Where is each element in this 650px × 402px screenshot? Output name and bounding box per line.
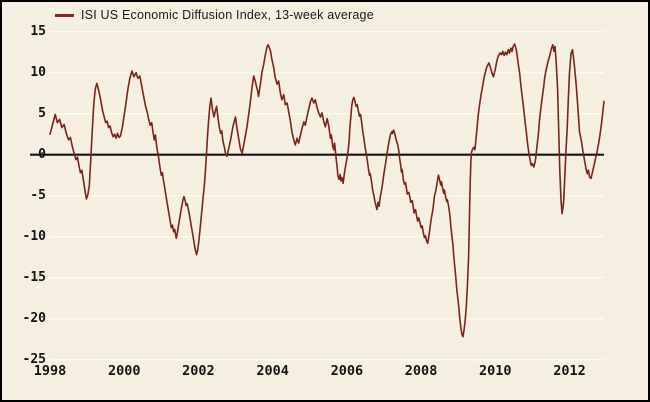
x-tick-label-2010: 2010 [479,363,512,379]
y-tick-label-10: 10 [30,64,46,80]
legend-label: ISI US Economic Diffusion Index, 13-week… [81,8,374,22]
y-tick-label--5: -5 [30,187,46,203]
y-tick-label-5: 5 [38,105,46,121]
x-tick-label-2004: 2004 [256,363,289,379]
x-tick-label-2008: 2008 [404,363,438,379]
series-line-diffusion-index [49,43,605,338]
legend: ISI US Economic Diffusion Index, 13-week… [55,8,374,22]
gridlines [49,31,604,361]
y-tick-label--15: -15 [22,269,46,285]
y-tick-label--20: -20 [22,310,46,326]
x-tick-label-2012: 2012 [553,363,586,379]
x-tick-label-2000: 2000 [107,363,141,379]
x-tick-label-2006: 2006 [330,363,364,379]
y-tick-label--10: -10 [22,228,46,244]
y-tick-label-15: 15 [30,23,46,39]
y-tick-label-0: 0 [38,146,46,162]
x-tick-label-2002: 2002 [182,363,215,379]
y-tick-label--25: -25 [22,351,46,367]
x-tick-label-1998: 1998 [33,363,67,379]
legend-line-swatch [55,13,74,17]
